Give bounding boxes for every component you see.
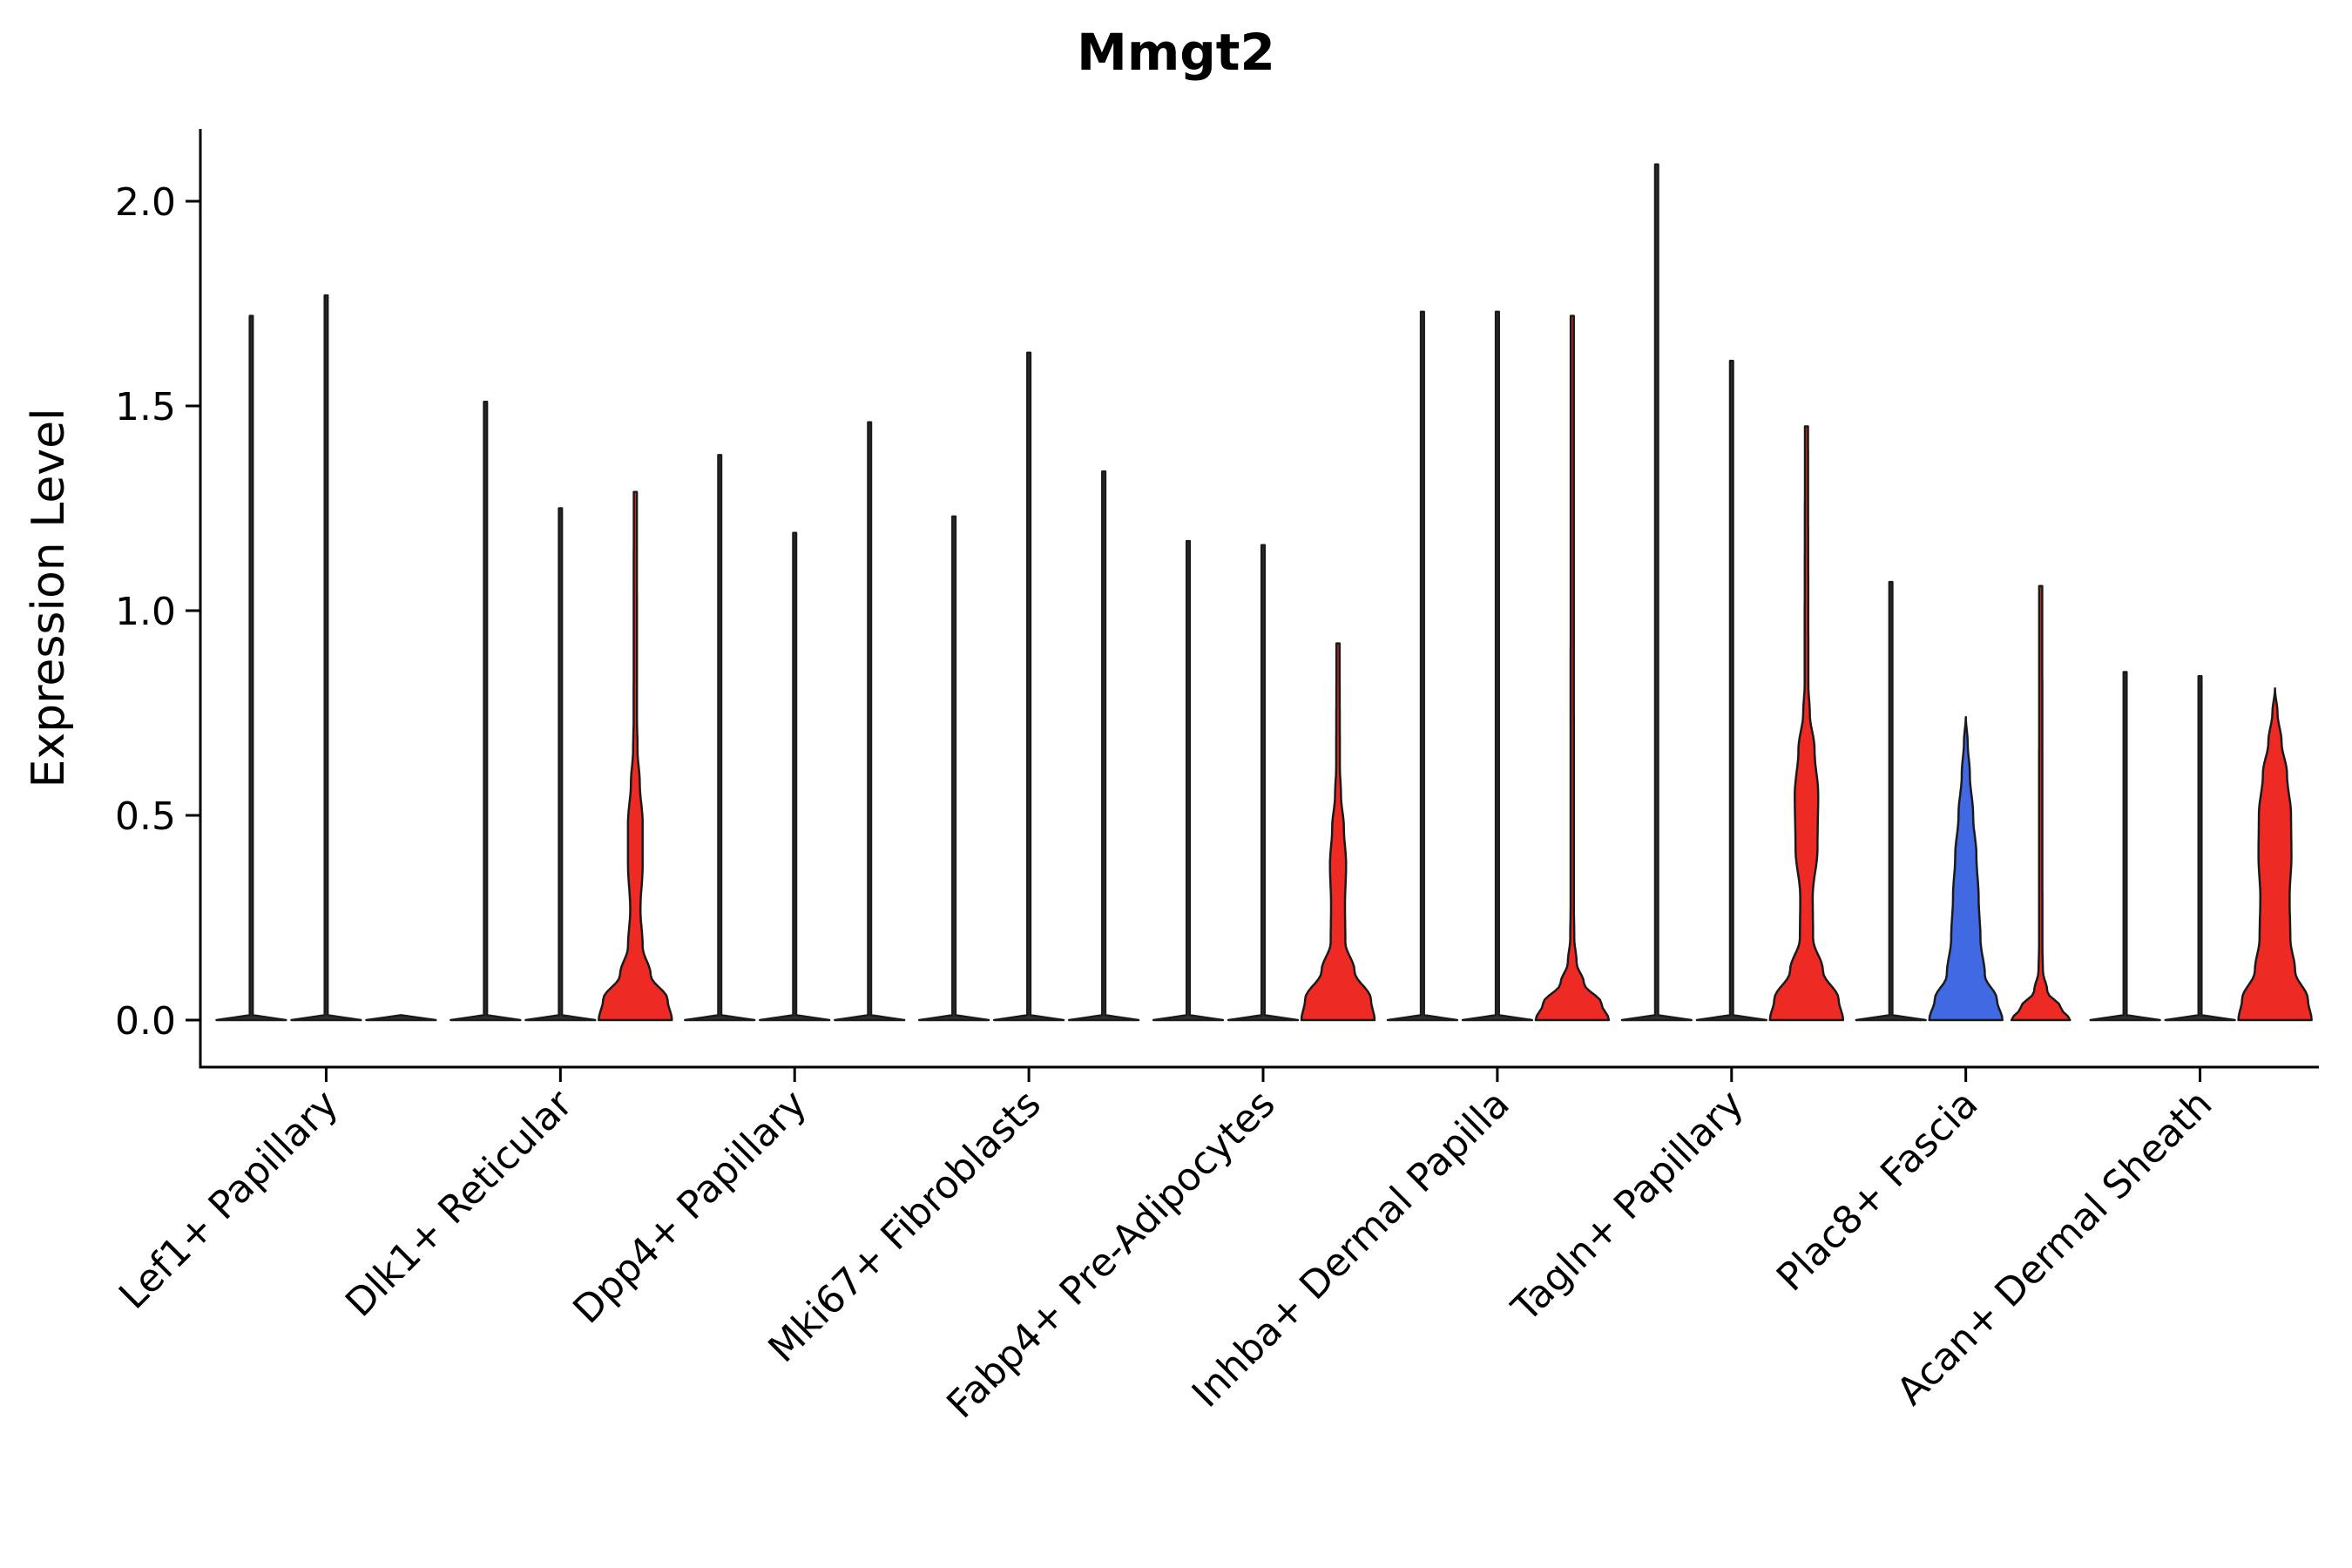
violin-Dlk1+-split2 [524, 507, 597, 1022]
violin-Lef1+-split2 [290, 294, 362, 1022]
chart-title: Mmgt2 [1077, 23, 1275, 82]
violin-Inhba+-split1 [1386, 310, 1459, 1022]
x-tick-label-Dlk1+: Dlk1+ Reticular [337, 1081, 582, 1326]
violin-Plac8+-split3 [2010, 585, 2072, 1022]
x-tick-label-Tagln+: Tagln+ Papillary [1503, 1082, 1752, 1331]
violin-Lef1+-split3 [365, 1014, 437, 1022]
violin-Dlk1+-split3 [598, 490, 673, 1022]
violin-Tagln+-split3 [1768, 425, 1845, 1022]
x-tick-label-Dpp4+: Dpp4+ Papillary [564, 1082, 815, 1333]
violin-Dpp4+-split2 [759, 531, 831, 1022]
violin-Tagln+-split2 [1695, 360, 1767, 1022]
y-tick-label: 0.5 [115, 794, 176, 839]
violin-Acan+-split1 [2089, 671, 2161, 1022]
y-tick-label: 1.0 [115, 590, 176, 634]
y-tick-label: 0.0 [115, 999, 176, 1044]
violin-Inhba+-split3 [1534, 314, 1611, 1022]
violin-Dlk1+-split1 [449, 401, 522, 1022]
violin-Dpp4+-split3 [834, 421, 906, 1022]
violin-Plac8+-split2 [1928, 715, 2004, 1022]
y-tick-label: 2.0 [115, 180, 176, 225]
violin-Plac8+-split1 [1855, 580, 1927, 1022]
violin-Mki67+-split2 [992, 351, 1065, 1022]
violin-Tagln+-split1 [1620, 163, 1693, 1022]
x-tick-label-Lef1+: Lef1+ Papillary [111, 1082, 347, 1318]
violin-Fabp4+-split2 [1227, 544, 1300, 1022]
y-axis-label: Expression Level [23, 408, 75, 788]
violin-Dpp4+-split1 [684, 454, 756, 1022]
violin-Acan+-split3 [2237, 687, 2313, 1022]
x-tick-label-Plac8+: Plac8+ Fascia [1768, 1082, 1987, 1301]
violin-Fabp4+-split3 [1300, 642, 1376, 1022]
violin-Mki67+-split1 [917, 515, 990, 1022]
violin-Mki67+-split3 [1067, 470, 1140, 1022]
violin-Fabp4+-split1 [1152, 539, 1225, 1022]
violin-Lef1+-split1 [215, 314, 287, 1022]
y-tick-label: 1.5 [115, 385, 176, 429]
violin-Acan+-split2 [2164, 674, 2236, 1022]
violin-Inhba+-split2 [1461, 310, 1534, 1022]
